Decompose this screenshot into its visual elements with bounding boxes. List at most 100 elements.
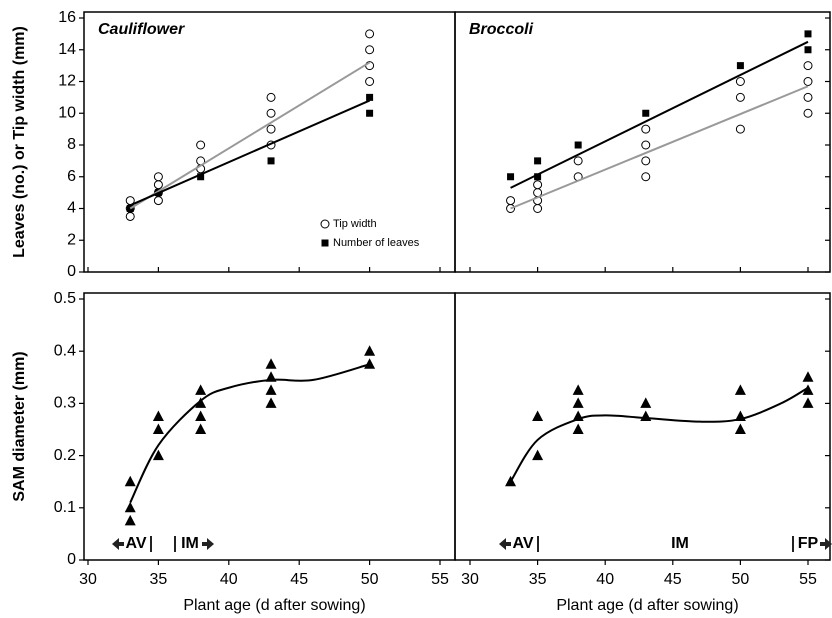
- data-point: [506, 196, 516, 206]
- phase-arrow: [499, 538, 511, 550]
- phase-arrow: [820, 538, 832, 550]
- panel-frame: [83, 292, 456, 561]
- panel-frame: [454, 11, 831, 273]
- data-point: [365, 77, 375, 86]
- data-point: [735, 92, 745, 102]
- phase-label: IM: [181, 535, 199, 552]
- data-point: [532, 449, 544, 461]
- data-point: [533, 180, 543, 190]
- phase-label: FP: [798, 535, 819, 552]
- data-point: [125, 211, 135, 221]
- x-tick-label: 30: [79, 571, 97, 588]
- y-tick-label: 8: [67, 136, 76, 153]
- data-point: [734, 384, 746, 395]
- panel-title: Broccoli: [469, 21, 534, 38]
- x-tick-label: 40: [596, 571, 614, 588]
- data-point: [642, 109, 650, 117]
- y-tick-label: 4: [67, 200, 76, 217]
- x-tick-label: 55: [431, 571, 449, 588]
- data-point: [364, 358, 376, 369]
- fit-line: [129, 61, 371, 210]
- legend-marker: [320, 219, 330, 229]
- x-tick-label: 35: [150, 571, 168, 588]
- data-point: [366, 109, 374, 117]
- data-point: [126, 205, 134, 212]
- data-point: [803, 61, 813, 71]
- fit-line: [509, 386, 809, 483]
- fit-line: [510, 85, 809, 210]
- data-point: [802, 397, 814, 408]
- phase-arrow: [202, 538, 214, 550]
- y-axis-label: Leaves (no.) or Tip width (mm): [11, 26, 28, 258]
- y-tick-label: 16: [58, 9, 76, 26]
- data-point: [573, 156, 583, 166]
- data-point: [153, 196, 163, 206]
- data-point: [735, 77, 745, 86]
- y-tick-label: 0.5: [54, 290, 76, 307]
- data-point: [803, 108, 813, 118]
- y-tick-label: 14: [58, 41, 76, 58]
- y-axis-label: SAM diameter (mm): [11, 351, 28, 501]
- x-axis-label: Plant age (d after sowing): [183, 597, 365, 614]
- x-tick-label: 50: [732, 571, 750, 588]
- data-point: [265, 358, 277, 369]
- data-point: [641, 124, 651, 134]
- y-tick-label: 0.1: [54, 499, 76, 516]
- data-point: [124, 475, 136, 487]
- data-point: [152, 423, 164, 434]
- data-point: [804, 46, 812, 54]
- legend-label: Tip width: [333, 218, 377, 230]
- data-point: [266, 108, 276, 118]
- phase-label: AV: [512, 535, 533, 552]
- data-point: [735, 124, 745, 134]
- data-point: [195, 410, 207, 421]
- data-point: [804, 30, 812, 38]
- x-tick-label: 50: [361, 571, 379, 588]
- data-point: [365, 29, 375, 39]
- data-point: [640, 410, 652, 421]
- data-point: [641, 140, 651, 150]
- x-tick-label: 30: [461, 571, 479, 588]
- data-point: [196, 140, 206, 150]
- data-point: [533, 204, 543, 213]
- data-point: [803, 92, 813, 102]
- data-point: [124, 501, 136, 513]
- data-point: [365, 45, 375, 55]
- phase-arrow: [112, 538, 124, 550]
- data-point: [153, 172, 163, 182]
- data-point: [640, 397, 652, 408]
- data-point: [364, 345, 376, 356]
- data-point: [572, 384, 584, 395]
- legend-label: Number of leaves: [333, 237, 420, 249]
- data-point: [534, 157, 542, 165]
- phase-label: IM: [671, 535, 689, 552]
- fit-line: [129, 363, 370, 504]
- y-tick-label: 2: [67, 231, 76, 248]
- data-point: [534, 173, 542, 181]
- fit-line: [129, 99, 371, 207]
- data-point: [152, 410, 164, 421]
- x-tick-label: 35: [529, 571, 547, 588]
- data-point: [265, 384, 277, 395]
- data-point: [574, 141, 582, 149]
- data-point: [532, 410, 544, 421]
- y-tick-label: 0.3: [54, 395, 76, 412]
- data-point: [266, 124, 276, 134]
- legend-marker: [321, 239, 329, 247]
- x-tick-label: 55: [799, 571, 817, 588]
- data-point: [507, 173, 515, 181]
- data-point: [265, 397, 277, 408]
- data-point: [641, 172, 651, 182]
- panel-frame: [454, 292, 831, 561]
- data-point: [366, 93, 374, 101]
- data-point: [195, 384, 207, 395]
- data-point: [802, 371, 814, 382]
- data-point: [802, 384, 814, 395]
- data-point: [197, 173, 205, 181]
- data-point: [734, 423, 746, 434]
- y-tick-label: 10: [58, 104, 76, 121]
- y-tick-label: 0.4: [54, 342, 76, 359]
- y-tick-label: 0.2: [54, 447, 76, 464]
- phase-label: AV: [125, 535, 146, 552]
